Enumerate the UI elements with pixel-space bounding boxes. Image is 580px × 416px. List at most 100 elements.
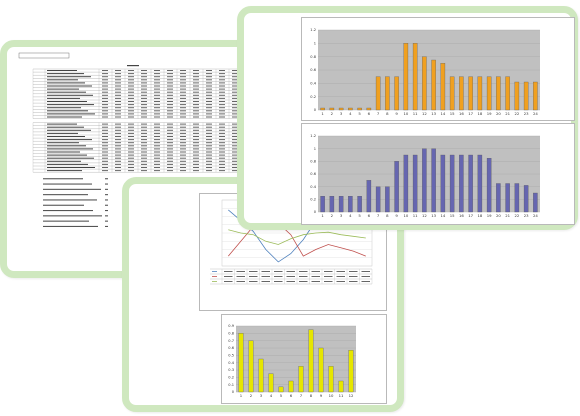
doc-table-a-value-cell (206, 110, 212, 112)
line-table-cell (336, 271, 345, 272)
doc-table-b-value-cell (115, 132, 121, 134)
doc-table-a-value-cell (180, 94, 186, 96)
doc-table-a-value-cell (115, 82, 121, 84)
line-table-cell (349, 281, 358, 282)
doc-table-a-value-cell (154, 88, 160, 90)
doc-table-a-value-cell (154, 107, 160, 109)
yellow-xtick-label: 11 (339, 393, 344, 398)
yellow-bar-chart: 00.10.20.30.40.50.60.70.80.91 2 3 4 5 6 7 8 9 10 1… (228, 324, 356, 398)
doc-table-a-value-cell (102, 110, 108, 112)
doc-table-b-value-cell (102, 167, 108, 168)
yellow-ytick-label: 0.4 (228, 361, 234, 365)
doc-table-a-value-cell (219, 101, 225, 102)
doc-table-b-label-cell (47, 129, 91, 131)
doc-table-b-value-cell (167, 126, 173, 128)
orange-bar (375, 76, 381, 111)
doc-table-a-value-cell (219, 91, 225, 93)
doc-table-a-value-cell (167, 104, 173, 106)
doc-table-b-value-cell (128, 148, 134, 150)
doc-table-a-value-cell (232, 116, 238, 118)
doc-table-a-value-cell (154, 82, 160, 84)
doc-table-a-value-cell (115, 76, 121, 78)
orange-xtick-label: 24 (533, 111, 538, 116)
doc-table-a-value-cell (102, 94, 108, 96)
doc-table-b-value-cell (128, 167, 134, 168)
doc-table-a-value-cell (141, 116, 147, 118)
doc-table-a-value-cell (102, 116, 108, 118)
doc-table-a-value-cell (115, 70, 121, 71)
doc-table-a-value-cell (206, 113, 212, 115)
blue-ytick-label: 1 (314, 147, 316, 151)
doc-table-b-value-cell (154, 139, 160, 141)
doc-table-a-value-cell (193, 113, 199, 115)
doc-table-b-value-cell (102, 163, 108, 165)
doc-table-a-value-cell (232, 110, 238, 112)
doc-table-b-value-cell (193, 163, 199, 165)
doc-table-a-value-cell (193, 104, 199, 106)
doc-table-a-value-cell (219, 85, 225, 87)
line-table-cell (286, 271, 295, 272)
doc-table-b-value-cell (154, 132, 160, 134)
doc-table-a-value-cell (219, 82, 225, 84)
doc-table-a-value-cell (141, 88, 147, 90)
doc-table-a-value-cell (128, 97, 134, 99)
doc-table-b-value-cell (180, 123, 186, 125)
doc-table-b-value-cell (206, 148, 212, 150)
doc-table-b-value-cell (128, 160, 134, 162)
doc-table-a-value-cell (154, 101, 160, 102)
orange-ytick-label: 0.8 (310, 55, 316, 59)
doc-table-b-value-cell (232, 170, 238, 172)
doc-table-b-value-cell (232, 129, 238, 131)
doc-table-a-label-cell (47, 70, 77, 71)
yellow-xtick-label: 1 (240, 393, 243, 398)
orange-bar (468, 76, 473, 111)
line-table-cell (274, 271, 283, 272)
doc-table-a-value-cell (219, 104, 225, 106)
blue-xtick-label: 19 (487, 213, 492, 218)
doc-note-value (105, 220, 108, 222)
blue-ytick-label: 0.2 (310, 198, 316, 202)
yellow-xtick-label: 3 (260, 393, 263, 398)
blue-bar (431, 148, 436, 213)
doc-table-a-value-cell (193, 79, 199, 81)
doc-table-a-value-cell (232, 82, 238, 84)
doc-table-b-value-cell (141, 170, 147, 172)
doc-table-b-value-cell (154, 126, 160, 128)
doc-table-b-value-cell (154, 154, 160, 156)
line-table-cell (299, 276, 308, 277)
doc-table-b-value-cell (115, 163, 121, 165)
doc-table-a-value-cell (193, 85, 199, 87)
orange-xtick-label: 17 (468, 111, 473, 116)
doc-table-a-value-cell (115, 73, 121, 75)
doc-table-b-value-cell (167, 148, 173, 150)
orange-chart-legend (540, 60, 544, 62)
doc-table-b-value-cell (141, 126, 147, 128)
line-table-cell (249, 281, 258, 282)
doc-table-a-value-cell (206, 97, 212, 99)
doc-table-b-value-cell (141, 167, 147, 168)
blue-bar (449, 154, 455, 213)
doc-table-b-value-cell (141, 136, 147, 137)
doc-table-a-value-cell (102, 107, 108, 109)
doc-table-a-value-cell (102, 85, 108, 87)
orange-bar (459, 76, 464, 111)
yellow-bar (298, 366, 304, 393)
orange-xtick-label: 6 (368, 111, 371, 116)
yellow-plot-area (236, 326, 356, 392)
doc-table-b-value-cell (115, 148, 121, 150)
doc-table-a-value-cell (102, 91, 108, 93)
yellow-xtick-label: 8 (310, 393, 313, 398)
doc-note-line (43, 178, 83, 180)
doc-table-b-value-cell (141, 139, 147, 141)
orange-xtick-label: 5 (358, 111, 361, 116)
blue-bar (320, 196, 325, 213)
doc-note-line (43, 215, 102, 217)
doc-note-line (43, 194, 88, 196)
doc-table-b-value-cell (206, 139, 212, 141)
orange-bar (366, 107, 372, 111)
blue-ytick-label: 0 (314, 210, 317, 214)
blue-bar (533, 192, 538, 213)
doc-table-b-value-cell (193, 129, 199, 131)
doc-table-a-value-cell (128, 82, 134, 84)
yellow-bar (238, 333, 244, 393)
